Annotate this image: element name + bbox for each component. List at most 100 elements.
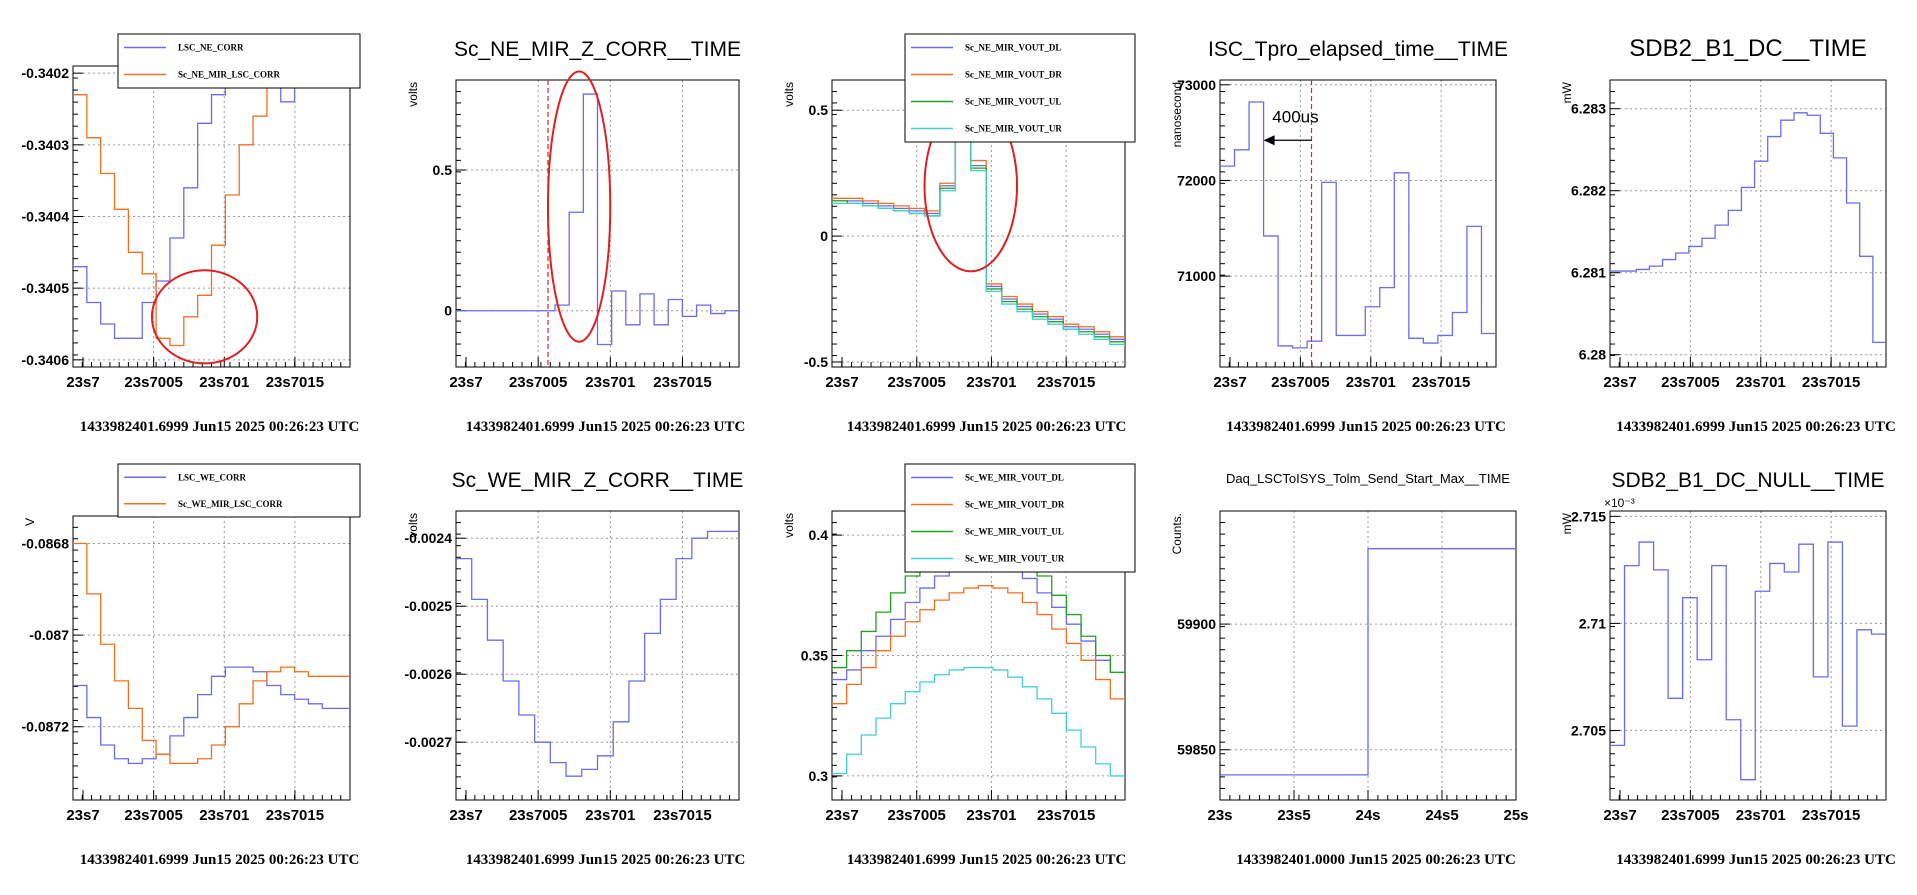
x-tick-label: 23s7005 xyxy=(124,807,182,824)
y-axis-label: Counts. xyxy=(1170,513,1184,554)
legend-box xyxy=(904,463,1136,573)
chart-title: ISC_Tpro_elapsed_time__TIME xyxy=(1208,38,1508,61)
x-tick-label: 23s701 xyxy=(199,807,249,824)
y-tick-label: 73000 xyxy=(1177,77,1216,93)
y-tick-label: -0.0027 xyxy=(405,734,453,750)
x-tick-label: 23s7 xyxy=(449,374,482,391)
chart-panel-9: 23s7 23s7005 23s701 23s7015 2.715 2.71 2.705 mW… xyxy=(1560,469,1896,868)
y-axis-label: volts xyxy=(782,82,796,107)
y-tick-label: -0.0868 xyxy=(22,535,70,551)
chart-panel-8: 23s 23s5 24s 24s5 25s 59900 59850 Counts. Daq_LS… xyxy=(1170,471,1529,868)
y-tick-label: -0.0872 xyxy=(22,719,70,735)
series-line-0 xyxy=(1610,541,1886,781)
annotation-ellipse xyxy=(546,70,612,343)
x-tick-label: 23s7 xyxy=(1213,374,1246,391)
y-tick-label: 2.705 xyxy=(1571,722,1606,738)
y-tick-label: -0.0024 xyxy=(405,530,453,546)
series-line-0 xyxy=(456,530,739,777)
y-tick-label: 0 xyxy=(820,228,828,244)
x-tick-label: 23s7005 xyxy=(1271,374,1329,391)
x-tick-label: 23s7015 xyxy=(266,374,324,391)
x-tick-label: 23s7015 xyxy=(1037,374,1095,391)
y-axis-label: volts xyxy=(782,513,796,538)
x-tick-label: 23s7015 xyxy=(1802,374,1860,391)
y-axis-label: V xyxy=(23,518,37,526)
y-tick-label: 0.35 xyxy=(801,648,828,664)
x-tick-label: 23s701 xyxy=(966,807,1016,824)
x-tick-label: 25s xyxy=(1503,807,1528,824)
x-tick-label: 23s7 xyxy=(825,374,858,391)
chart-panel-3: 23s7 23s7005 23s701 23s7015 73000 72000 71000 n… xyxy=(1170,38,1508,435)
footer-timestamp: 1433982401.6999 Jun15 2025 00:26:23 UTC xyxy=(1616,852,1896,868)
footer-timestamp: 1433982401.6999 Jun15 2025 00:26:23 UTC xyxy=(1616,419,1896,435)
chart-panel-7: 23s7 23s7005 23s701 23s7015 0.4 0.35 0.3 volts S… xyxy=(782,463,1136,868)
plot-frame xyxy=(1609,510,1887,801)
legend-entry: Sc_WE_MIR_VOUT_DL xyxy=(965,473,1064,483)
y-tick-label: 6.281 xyxy=(1571,265,1606,281)
legend-entry: LSC_WE_CORR xyxy=(178,472,247,482)
series-line-3 xyxy=(832,109,1125,345)
legend-box xyxy=(117,33,361,89)
footer-timestamp: 1433982401.6999 Jun15 2025 00:26:23 UTC xyxy=(80,419,360,435)
y-tick-label: -0.3406 xyxy=(22,352,70,368)
series-line-3 xyxy=(832,666,1125,777)
x-tick-label: 23s7005 xyxy=(888,807,946,824)
plot-frame xyxy=(1219,79,1497,368)
footer-timestamp: 1433982401.6999 Jun15 2025 00:26:23 UTC xyxy=(80,852,360,868)
y-tick-label: -0.0025 xyxy=(405,598,453,614)
x-tick-label: 23s7 xyxy=(1603,374,1636,391)
chart-panel-6: 23s7 23s7005 23s701 23s7015 -0.0024 -0.0025 -0… xyxy=(405,469,746,868)
y-axis-label: mW xyxy=(1560,81,1574,103)
x-tick-label: 24s xyxy=(1355,807,1380,824)
x-tick-label: 23s xyxy=(1207,807,1232,824)
x-tick-label: 23s7005 xyxy=(124,374,182,391)
series-line-0 xyxy=(73,666,350,765)
footer-timestamp: 1433982401.6999 Jun15 2025 00:26:23 UTC xyxy=(1226,419,1506,435)
annotation-label: 400us xyxy=(1272,107,1318,126)
y-tick-label: -0.3405 xyxy=(22,280,70,296)
y-tick-label: 6.282 xyxy=(1571,183,1606,199)
y-tick-label: -0.3403 xyxy=(22,137,70,153)
y-axis-label: volts xyxy=(406,82,420,107)
y-axis-label: volts xyxy=(406,513,420,538)
x-tick-label: 23s701 xyxy=(1346,374,1396,391)
chart-panel-5: 23s7 23s7005 23s701 23s7015 -0.0868 -0.087 -0.… xyxy=(22,463,361,868)
chart-panel-2: 23s7 23s7005 23s701 23s7015 0.5 0 -0.5 volts Sc_… xyxy=(782,33,1136,435)
x-tick-label: 23s7015 xyxy=(653,374,711,391)
x-tick-label: 23s7005 xyxy=(1661,807,1719,824)
legend-entry: Sc_NE_MIR_VOUT_DR xyxy=(965,70,1062,80)
y-axis-label: nanosecond xyxy=(1170,82,1184,147)
x-tick-label: 23s7015 xyxy=(1412,374,1470,391)
y-tick-label: 59900 xyxy=(1177,616,1216,632)
x-tick-label: 23s7 xyxy=(66,374,99,391)
x-tick-label: 23s701 xyxy=(585,374,635,391)
x-tick-label: 23s7 xyxy=(449,807,482,824)
chart-title: Sc_WE_MIR_Z_CORR__TIME xyxy=(452,469,744,492)
y-tick-label: 72000 xyxy=(1177,172,1216,188)
x-tick-label: 23s7 xyxy=(825,807,858,824)
x-tick-label: 23s701 xyxy=(199,374,249,391)
annotation-arrow-head xyxy=(1263,135,1275,146)
footer-timestamp: 1433982401.0000 Jun15 2025 00:26:23 UTC xyxy=(1236,852,1516,868)
y-exponent-label: ×10⁻³ xyxy=(1604,496,1635,510)
series-line-0 xyxy=(1220,548,1516,776)
legend-entry: Sc_WE_MIR_VOUT_UL xyxy=(965,527,1064,537)
y-tick-label: 0.5 xyxy=(809,102,829,118)
legend-entry: Sc_NE_MIR_LSC_CORR xyxy=(178,70,281,80)
chart-title: SDB2_B1_DC__TIME xyxy=(1629,35,1866,62)
chart-panel-4: 23s7 23s7005 23s701 23s7015 6.283 6.282 6.281 6… xyxy=(1560,35,1896,435)
chart-panel-1: 23s7 23s7005 23s701 23s7015 0.5 0 volts Sc_NE_M… xyxy=(406,38,745,435)
x-tick-label: 23s7 xyxy=(1603,807,1636,824)
legend-entry: Sc_NE_MIR_VOUT_DL xyxy=(965,43,1061,53)
x-tick-label: 23s701 xyxy=(585,807,635,824)
legend-entry: Sc_WE_MIR_VOUT_DR xyxy=(965,500,1065,510)
y-tick-label: 0.5 xyxy=(433,162,453,178)
y-tick-label: -0.3402 xyxy=(22,65,70,81)
chart-title: Sc_NE_MIR_Z_CORR__TIME xyxy=(454,38,741,61)
series-line-1 xyxy=(73,542,350,765)
y-tick-label: 2.71 xyxy=(1579,615,1606,631)
y-tick-label: 6.28 xyxy=(1579,347,1606,363)
x-tick-label: 24s5 xyxy=(1425,807,1458,824)
y-tick-label: 0.4 xyxy=(809,527,829,543)
